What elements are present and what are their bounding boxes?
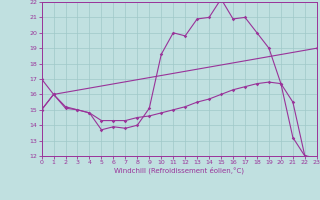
X-axis label: Windchill (Refroidissement éolien,°C): Windchill (Refroidissement éolien,°C) — [114, 167, 244, 174]
